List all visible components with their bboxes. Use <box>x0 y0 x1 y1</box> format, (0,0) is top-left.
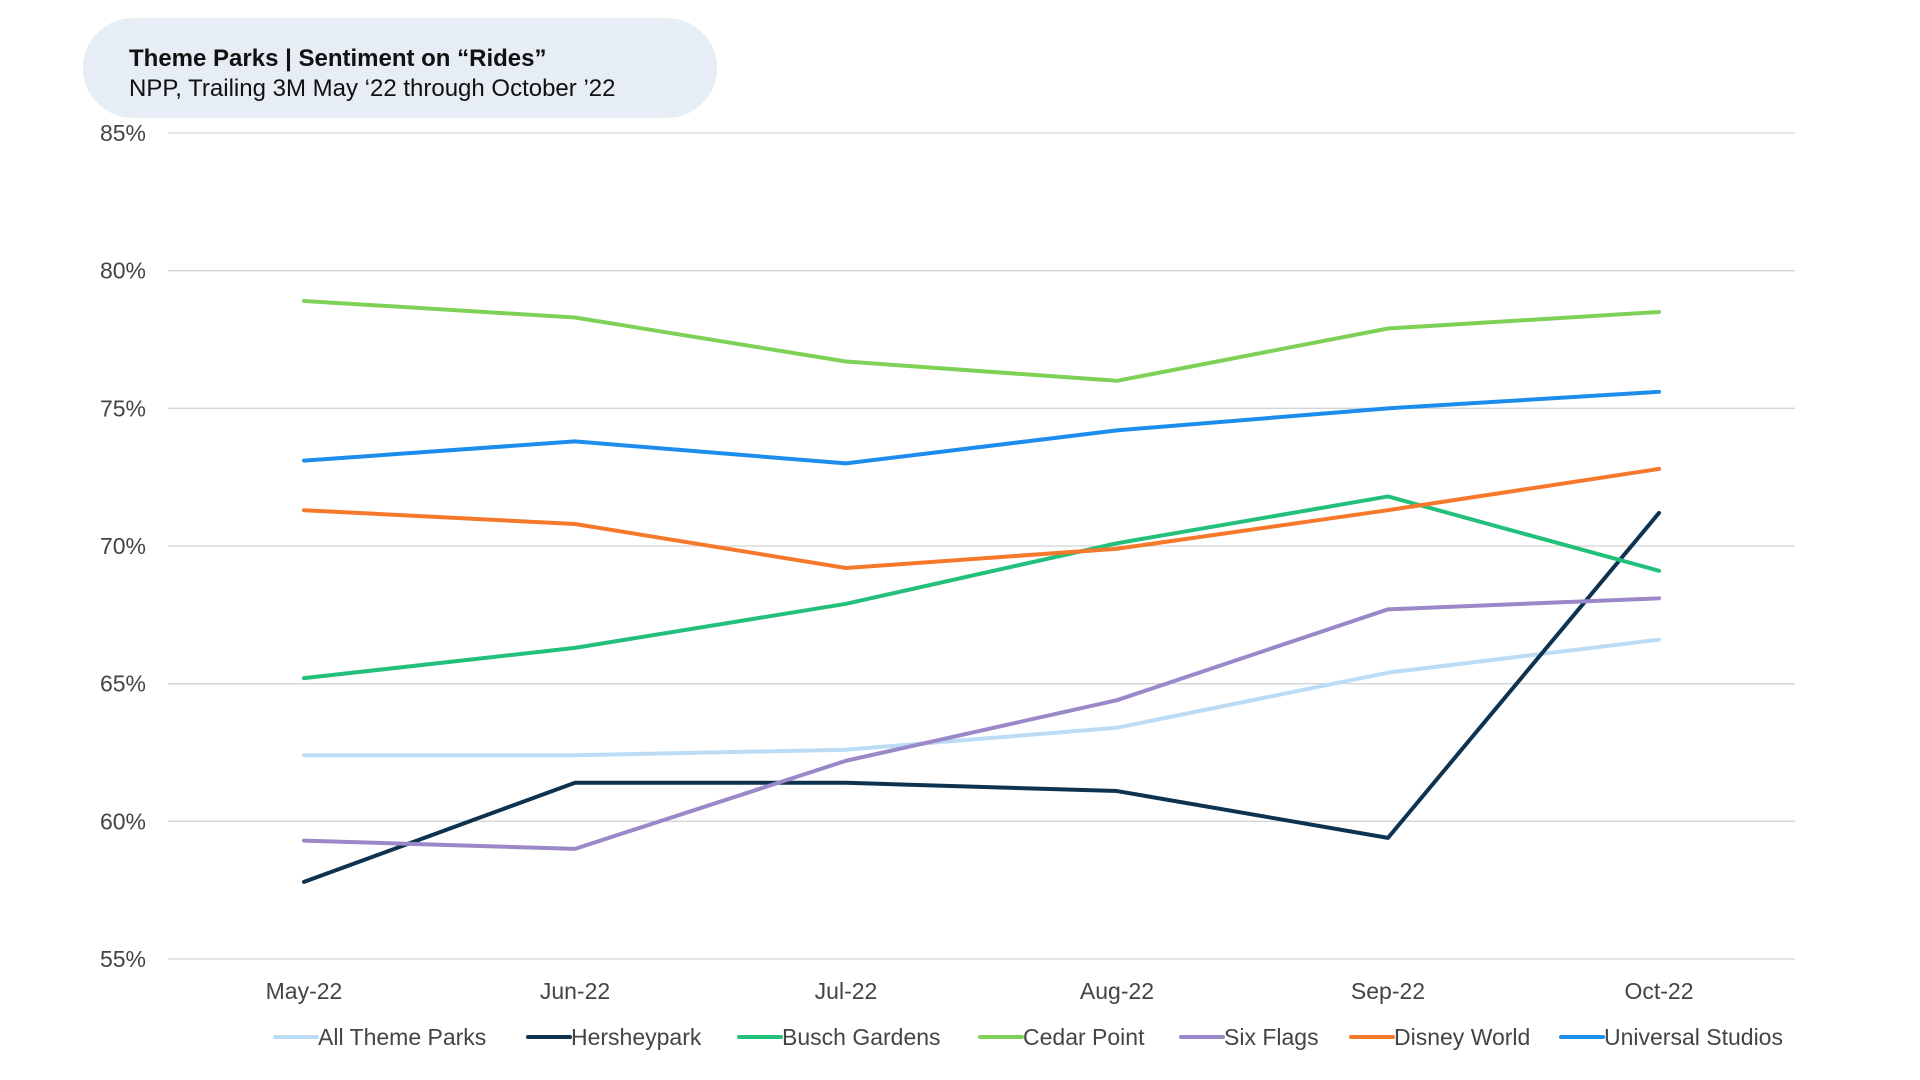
x-tick-label-may-22: May-22 <box>266 978 343 1004</box>
y-tick-label-75: 75% <box>100 395 146 421</box>
legend-label-cedar-point: Cedar Point <box>1023 1024 1145 1050</box>
legend-item-cedar-point: Cedar Point <box>978 1024 1145 1050</box>
series-hersheypark <box>302 510 1661 884</box>
data-point-universal-studios-sep-22 <box>1386 406 1390 410</box>
data-point-universal-studios-may-22 <box>302 459 306 463</box>
data-point-busch-gardens-may-22 <box>302 676 306 680</box>
data-point-all-theme-parks-jun-22 <box>573 753 577 757</box>
x-tick-label-oct-22: Oct-22 <box>1624 978 1693 1004</box>
y-axis-tick-labels: 55% 60% 65% 70% 75% 80% 85% <box>100 120 146 972</box>
data-point-disney-world-may-22 <box>302 508 306 512</box>
y-tick-label-65: 65% <box>100 671 146 697</box>
data-point-disney-world-sep-22 <box>1386 508 1390 512</box>
data-point-cedar-point-jul-22 <box>844 360 848 364</box>
x-tick-label-sep-22: Sep-22 <box>1351 978 1425 1004</box>
data-point-all-theme-parks-oct-22 <box>1657 638 1661 642</box>
data-point-six-flags-jun-22 <box>573 847 577 851</box>
series-line-disney-world <box>302 466 1661 571</box>
chart-subtitle: NPP, Trailing 3M May ‘22 through October… <box>129 75 616 102</box>
x-tick-label-aug-22: Aug-22 <box>1080 978 1154 1004</box>
data-point-universal-studios-oct-22 <box>1657 390 1661 394</box>
series-universal-studios <box>302 389 1661 466</box>
data-point-hersheypark-sep-22 <box>1386 836 1390 840</box>
data-point-all-theme-parks-jul-22 <box>844 748 848 752</box>
x-tick-label-jun-22: Jun-22 <box>540 978 610 1004</box>
legend-label-busch-gardens: Busch Gardens <box>782 1024 941 1050</box>
y-tick-label-70: 70% <box>100 533 146 559</box>
data-point-hersheypark-aug-22 <box>1115 789 1119 793</box>
data-point-disney-world-oct-22 <box>1657 467 1661 471</box>
legend-label-six-flags: Six Flags <box>1224 1024 1319 1050</box>
legend-label-disney-world: Disney World <box>1394 1024 1530 1050</box>
chart-title-box: Theme Parks | Sentiment on “Rides” NPP, … <box>83 18 717 118</box>
gridlines <box>168 132 1795 960</box>
chart-title: Theme Parks | Sentiment on “Rides” <box>129 45 547 72</box>
data-point-all-theme-parks-may-22 <box>302 753 306 757</box>
data-point-hersheypark-jun-22 <box>573 781 577 785</box>
data-point-cedar-point-oct-22 <box>1657 310 1661 314</box>
y-tick-label-55: 55% <box>100 946 146 972</box>
legend-item-universal-studios: Universal Studios <box>1559 1024 1783 1050</box>
data-point-busch-gardens-jun-22 <box>573 646 577 650</box>
data-point-cedar-point-jun-22 <box>573 315 577 319</box>
series-line-hersheypark <box>302 510 1661 884</box>
data-point-busch-gardens-aug-22 <box>1115 541 1119 545</box>
y-tick-label-60: 60% <box>100 808 146 834</box>
legend-item-six-flags: Six Flags <box>1179 1024 1319 1050</box>
legend-item-busch-gardens: Busch Gardens <box>737 1024 941 1050</box>
data-point-hersheypark-jul-22 <box>844 781 848 785</box>
data-point-busch-gardens-jul-22 <box>844 602 848 606</box>
data-point-universal-studios-aug-22 <box>1115 428 1119 432</box>
series-line-all-theme-parks <box>302 637 1661 758</box>
data-point-hersheypark-may-22 <box>302 880 306 884</box>
legend-item-all-theme-parks: All Theme Parks <box>273 1024 486 1050</box>
series-line-cedar-point <box>302 298 1661 383</box>
data-point-universal-studios-jul-22 <box>844 461 848 465</box>
legend-label-universal-studios: Universal Studios <box>1604 1024 1783 1050</box>
data-point-six-flags-oct-22 <box>1657 596 1661 600</box>
data-point-all-theme-parks-sep-22 <box>1386 671 1390 675</box>
series-busch-gardens <box>302 494 1661 681</box>
data-point-six-flags-may-22 <box>302 839 306 843</box>
data-point-hersheypark-oct-22 <box>1657 511 1661 515</box>
x-axis-tick-labels: May-22 Jun-22 Jul-22 Aug-22 Sep-22 Oct-22 <box>266 978 1694 1004</box>
data-point-six-flags-sep-22 <box>1386 607 1390 611</box>
data-point-disney-world-aug-22 <box>1115 547 1119 551</box>
data-point-universal-studios-jun-22 <box>573 439 577 443</box>
series-cedar-point <box>302 298 1661 383</box>
legend-label-all-theme-parks: All Theme Parks <box>318 1024 486 1050</box>
legend-item-hersheypark: Hersheypark <box>526 1024 702 1050</box>
series-all-theme-parks <box>302 637 1661 758</box>
data-point-cedar-point-aug-22 <box>1115 379 1119 383</box>
data-point-disney-world-jul-22 <box>844 566 848 570</box>
series-line-universal-studios <box>302 389 1661 466</box>
data-point-busch-gardens-oct-22 <box>1657 569 1661 573</box>
data-point-busch-gardens-sep-22 <box>1386 494 1390 498</box>
data-point-all-theme-parks-aug-22 <box>1115 726 1119 730</box>
y-tick-label-80: 80% <box>100 258 146 284</box>
series-six-flags <box>302 596 1661 851</box>
data-point-six-flags-jul-22 <box>844 759 848 763</box>
x-tick-label-jul-22: Jul-22 <box>815 978 878 1004</box>
series-disney-world <box>302 466 1661 571</box>
legend-label-hersheypark: Hersheypark <box>571 1024 702 1050</box>
data-point-disney-world-jun-22 <box>573 522 577 526</box>
legend: All Theme Parks Hersheypark Busch Gardens C… <box>273 1024 1783 1050</box>
data-point-cedar-point-may-22 <box>302 299 306 303</box>
legend-item-disney-world: Disney World <box>1349 1024 1530 1050</box>
data-point-cedar-point-sep-22 <box>1386 326 1390 330</box>
series-line-busch-gardens <box>302 494 1661 681</box>
y-tick-label-85: 85% <box>100 120 146 146</box>
series-lines <box>302 298 1661 884</box>
data-point-six-flags-aug-22 <box>1115 698 1119 702</box>
series-line-six-flags <box>302 596 1661 851</box>
